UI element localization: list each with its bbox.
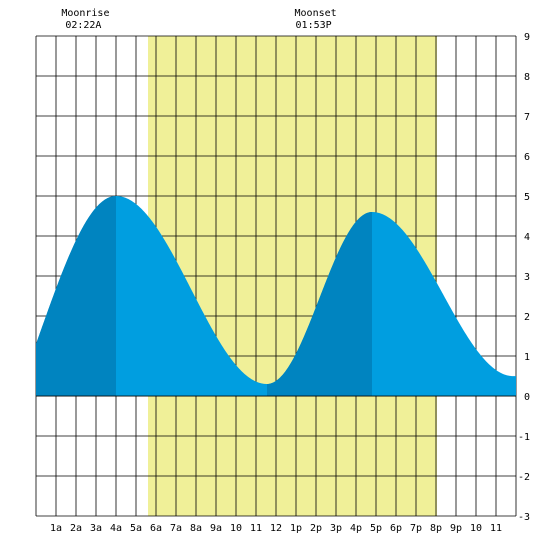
moonrise-label: Moonrise [61, 8, 109, 19]
x-tick-label: 5a [130, 523, 142, 534]
tide-rising-area [36, 196, 116, 396]
x-tick-label: 9a [210, 523, 222, 534]
y-tick-label: 5 [524, 192, 530, 203]
y-tick-label: 6 [524, 152, 530, 163]
tide-rising-area [267, 212, 372, 396]
y-tick-label: 9 [524, 32, 530, 43]
x-tick-label: 8p [430, 523, 442, 534]
y-tick-label: 1 [524, 352, 530, 363]
x-tick-label: 1p [290, 523, 302, 534]
x-tick-label: 6p [390, 523, 402, 534]
x-tick-label: 7p [410, 523, 422, 534]
x-tick-label: 10 [470, 523, 482, 534]
y-tick-label: 4 [524, 232, 530, 243]
x-tick-label: 11 [250, 523, 262, 534]
x-tick-label: 8a [190, 523, 202, 534]
y-tick-label: 0 [524, 392, 530, 403]
x-tick-label: 2p [310, 523, 322, 534]
moonset-label: Moonset [295, 8, 337, 19]
y-tick-label: 2 [524, 312, 530, 323]
y-tick-label: -1 [518, 432, 530, 443]
x-axis-ticks: 1a 2a 3a 4a 5a 6a 7a 8a 9a 10 11 12 1p 2p 3p 4p 5p 6p 7p 8p… [50, 523, 502, 534]
x-tick-label: 5p [370, 523, 382, 534]
x-tick-label: 9p [450, 523, 462, 534]
y-axis-ticks: 9 8 7 6 5 4 3 2 1 0 -1 -2 -3 [518, 32, 530, 523]
x-tick-label: 3a [90, 523, 102, 534]
tide-area [36, 196, 516, 397]
moon-annotations: Moonrise 02:22A Moonset 01:53P [61, 8, 336, 31]
moonset-time: 01:53P [296, 20, 332, 31]
moonrise-time: 02:22A [65, 20, 101, 31]
x-tick-label: 4a [110, 523, 122, 534]
tide-area-fill [36, 196, 516, 396]
y-tick-label: 8 [524, 72, 530, 83]
x-tick-label: 10 [230, 523, 242, 534]
x-tick-label: 4p [350, 523, 362, 534]
x-tick-label: 7a [170, 523, 182, 534]
x-tick-label: 1a [50, 523, 62, 534]
y-tick-label: 3 [524, 272, 530, 283]
x-tick-label: 2a [70, 523, 82, 534]
x-tick-label: 6a [150, 523, 162, 534]
y-tick-label: -3 [518, 512, 530, 523]
x-tick-label: 11 [490, 523, 502, 534]
y-tick-label: -2 [518, 472, 530, 483]
x-tick-label: 12 [270, 523, 282, 534]
x-tick-label: 3p [330, 523, 342, 534]
y-tick-label: 7 [524, 112, 530, 123]
